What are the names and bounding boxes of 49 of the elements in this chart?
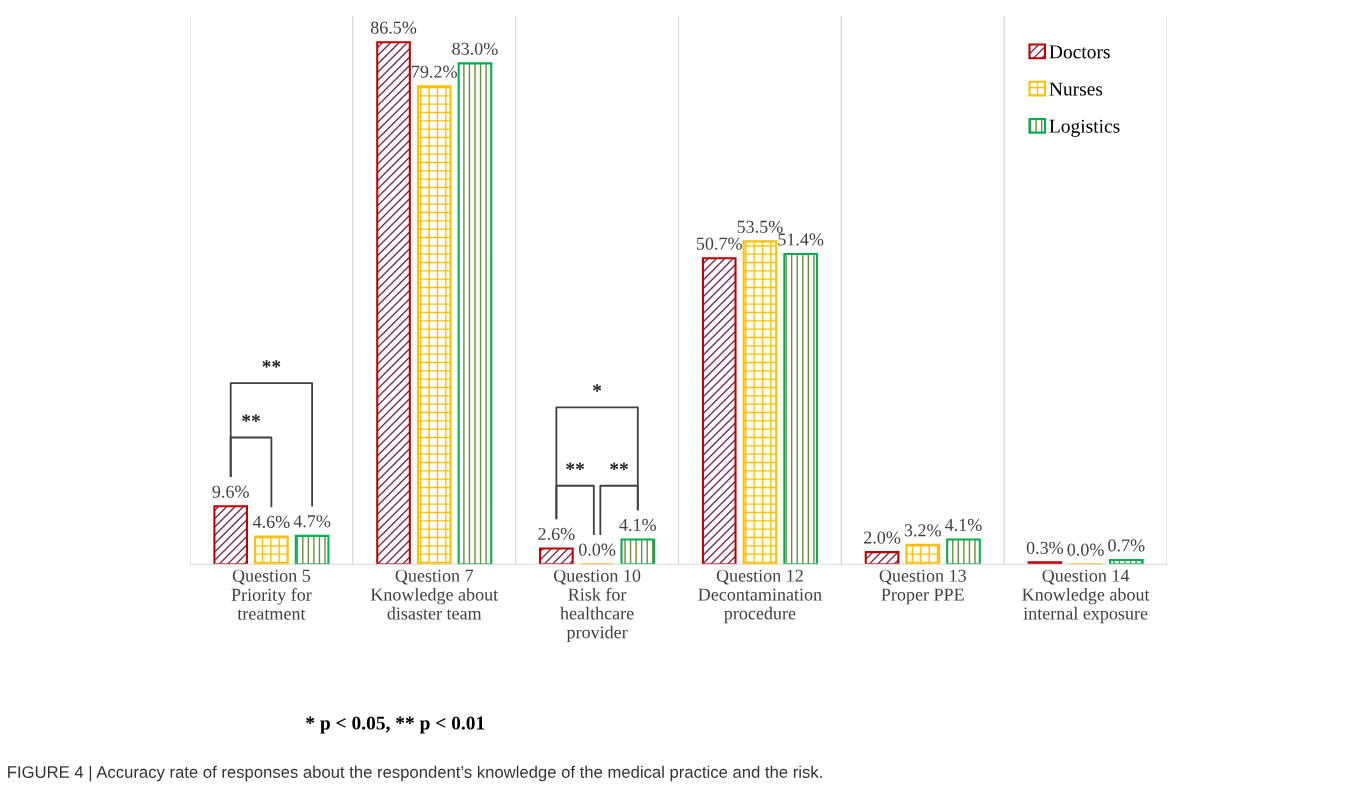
bar: [620, 538, 656, 565]
data-label: 2.6%: [538, 527, 575, 541]
bar: [1108, 558, 1144, 565]
bar: [905, 543, 941, 565]
data-label: 2.0%: [864, 531, 901, 544]
data-label: 86.5%: [370, 21, 417, 34]
x-tick-label: Question 7 Knowledge about disaster team: [370, 569, 499, 620]
data-label: 0.7%: [1108, 539, 1145, 552]
data-label: 9.6%: [212, 485, 249, 498]
bar: [539, 547, 574, 565]
annotation: *: [593, 384, 602, 392]
bar: [946, 538, 981, 565]
bar: [783, 252, 818, 565]
x-tick-label: Question 14 Knowledge about internal exposure: [1022, 569, 1150, 624]
data-label: 53.5%: [737, 220, 783, 233]
bar: [416, 85, 452, 565]
bar: [213, 505, 249, 565]
data-label: 4.1%: [945, 518, 982, 532]
bar: [254, 535, 289, 565]
legend-label: Logistics: [1049, 119, 1120, 137]
data-label: 51.4%: [778, 233, 824, 246]
bar: [294, 534, 330, 565]
x-tick-label: Question 12 Decontamination procedure: [698, 569, 822, 624]
legend-label: Nurses: [1049, 82, 1103, 96]
bar: [701, 257, 737, 565]
legend-label: Doctors: [1049, 45, 1110, 59]
bar: [376, 41, 411, 565]
text: * p < 0.05, ** p < 0.01: [306, 716, 485, 734]
data-label: 79.2%: [412, 65, 457, 78]
bar: [457, 62, 493, 565]
annotation: **: [262, 360, 281, 368]
data-label: 4.6%: [252, 515, 290, 529]
data-label: 4.1%: [619, 518, 656, 532]
annotation: **: [242, 414, 260, 422]
data-label: 0.3%: [1026, 541, 1064, 554]
data-label: 50.7%: [696, 237, 742, 250]
data-label: 0.0%: [1067, 543, 1104, 556]
annotation: **: [566, 462, 585, 471]
bar: [864, 551, 900, 565]
annotation: **: [610, 462, 628, 471]
data-label: 4.7%: [293, 515, 331, 528]
bar: [742, 240, 778, 565]
x-tick-label: Question 13 Proper PPE: [879, 569, 966, 605]
data-label: 3.2%: [904, 524, 941, 537]
data-label: 83.0%: [452, 42, 498, 55]
caption: FIGURE 4 | Accuracy rate of responses about the respondent’s knowledge of the medical practice and the risk.: [8, 765, 822, 782]
x-tick-label: Question 10 Risk for healthcare provider: [553, 569, 641, 643]
data-label: 0.0%: [578, 543, 616, 556]
x-tick-label: Question 5 Priority for treatment: [231, 569, 312, 620]
